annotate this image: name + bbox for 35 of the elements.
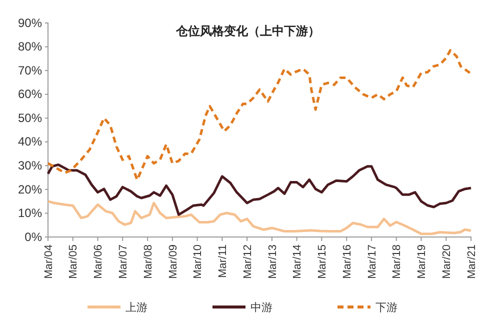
x-tick-label: Mar/20 <box>440 244 453 279</box>
y-tick-label: 90% <box>18 16 42 30</box>
y-tick-label: 0% <box>24 230 42 244</box>
x-tick-label: Mar/17 <box>366 244 378 279</box>
x-tick-label: Mar/11 <box>216 244 229 278</box>
legend-label: 中游 <box>250 301 272 314</box>
x-tick-label: Mar/10 <box>192 244 204 279</box>
x-tick-label: Mar/15 <box>316 244 329 279</box>
x-tick-label: Mar/04 <box>42 244 55 279</box>
line-series <box>46 163 472 216</box>
x-tick-label: Mar/09 <box>167 244 180 279</box>
y-tick-label: 20% <box>18 182 42 196</box>
x-tick-label: Mar/21 <box>466 244 478 279</box>
x-tick-label: Mar/12 <box>242 244 254 279</box>
line-series <box>46 200 472 236</box>
y-tick-label: 50% <box>18 110 42 125</box>
x-tick-label: Mar/08 <box>142 244 154 279</box>
y-tick-label: 10% <box>18 206 42 220</box>
x-tick-label: Mar/13 <box>266 244 279 279</box>
x-tick-label: Mar/19 <box>416 244 428 279</box>
chart-title: 仓位风格变化（上中下游） <box>175 24 320 38</box>
x-tick-label: Mar/14 <box>292 244 304 279</box>
x-tick-label: Mar/16 <box>341 244 354 279</box>
x-tick-label: Mar/05 <box>68 244 80 279</box>
x-tick-label: Mar/18 <box>391 244 404 279</box>
x-tick-label: Mar/07 <box>117 244 130 279</box>
y-tick-label: 40% <box>18 134 42 149</box>
x-tick-label: Mar/06 <box>92 244 105 279</box>
legend-label: 下游 <box>376 302 398 314</box>
y-tick-label: 30% <box>18 158 42 173</box>
legend-label: 上游 <box>126 301 148 314</box>
line-series <box>46 49 472 182</box>
y-tick-label: 80% <box>18 40 42 54</box>
y-tick-label: 60% <box>18 87 42 102</box>
y-tick-label: 70% <box>18 63 42 78</box>
